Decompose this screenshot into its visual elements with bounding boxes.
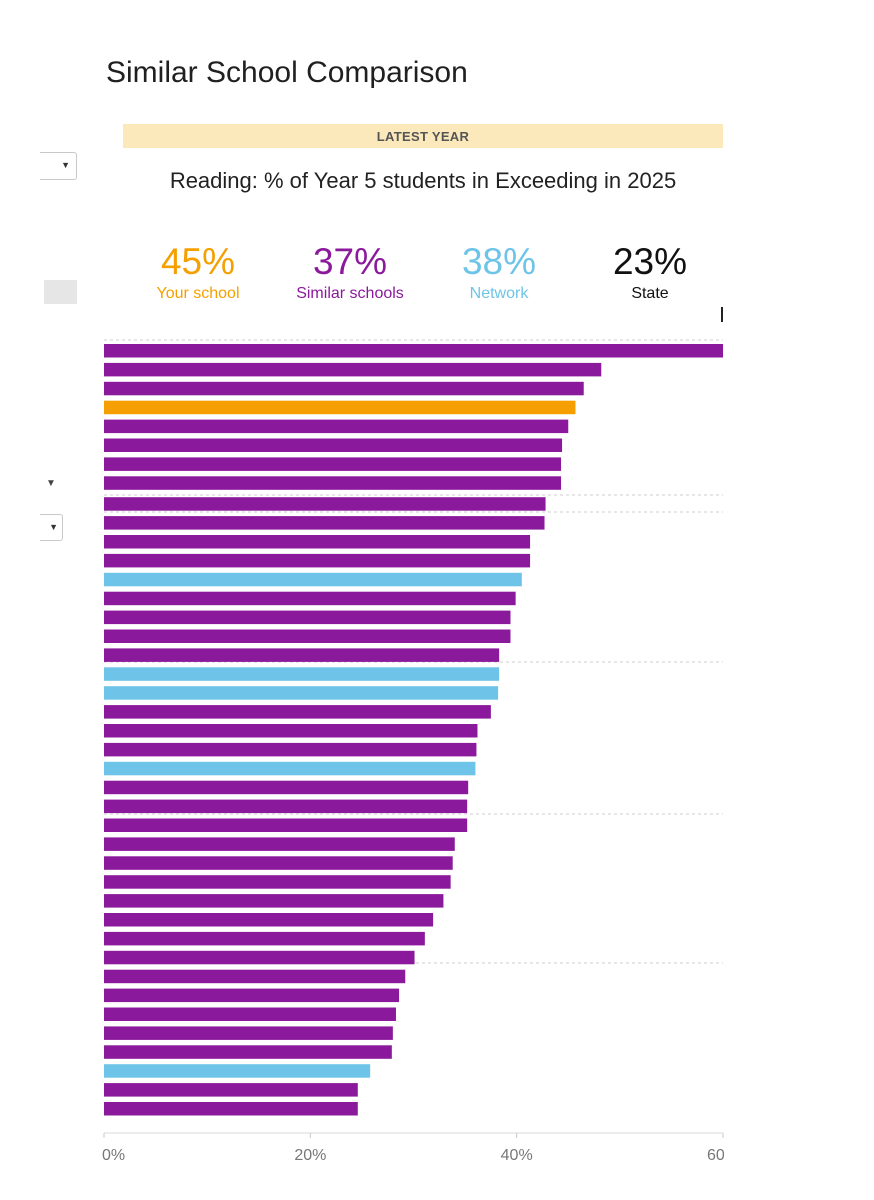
stat-label: Similar schools xyxy=(296,285,404,302)
stat-state: 23% State xyxy=(565,240,735,304)
stat-label: Network xyxy=(469,285,529,302)
bar xyxy=(104,400,576,415)
bar xyxy=(104,629,511,643)
filter-dropdown-secondary[interactable]: ▼ xyxy=(40,514,63,541)
bar xyxy=(104,1007,396,1021)
bar xyxy=(104,419,569,434)
stat-your-school: 45% Your school xyxy=(113,240,283,304)
stat-label: Your school xyxy=(156,285,240,302)
bar xyxy=(104,705,491,719)
bar xyxy=(104,780,469,795)
bar xyxy=(104,818,468,832)
x-tick-label: 40% xyxy=(501,1147,533,1164)
stat-value: 37% xyxy=(312,241,388,282)
bar xyxy=(104,686,499,700)
filter-placeholder-box[interactable] xyxy=(44,280,77,304)
bar xyxy=(104,837,455,851)
bar xyxy=(104,950,415,965)
stat-network: 38% Network xyxy=(414,240,584,304)
chevron-down-icon[interactable]: ▼ xyxy=(46,478,56,489)
x-tick-label: 20% xyxy=(294,1147,326,1164)
filter-dropdown[interactable]: ▼ xyxy=(40,152,77,180)
bar xyxy=(104,553,531,568)
bar xyxy=(104,438,563,452)
bar xyxy=(104,516,545,530)
axis-clip-mask xyxy=(724,1141,764,1171)
bar xyxy=(104,856,453,870)
stat-value: 45% xyxy=(160,241,236,282)
bar xyxy=(104,913,434,927)
bar xyxy=(104,344,723,358)
bar xyxy=(104,648,500,662)
bar xyxy=(104,610,511,625)
bar xyxy=(104,894,444,908)
bar xyxy=(104,724,478,738)
bar xyxy=(104,381,584,396)
bar xyxy=(104,761,476,776)
bar xyxy=(104,362,602,377)
bar xyxy=(104,1083,358,1097)
chevron-down-icon: ▼ xyxy=(49,522,58,532)
bar xyxy=(104,572,522,587)
bar xyxy=(104,497,546,511)
chevron-down-icon: ▼ xyxy=(61,160,70,170)
bar xyxy=(104,1102,358,1116)
bar xyxy=(104,457,562,471)
bar xyxy=(104,1064,371,1078)
stat-similar-schools: 37% Similar schools xyxy=(265,240,435,304)
bar xyxy=(104,799,468,814)
stat-label: State xyxy=(631,285,669,302)
stat-value: 23% xyxy=(612,241,688,282)
stat-value: 38% xyxy=(461,241,537,282)
bar xyxy=(104,969,406,984)
bar xyxy=(104,1045,392,1059)
x-tick-label: 0% xyxy=(102,1147,125,1164)
text-cursor xyxy=(721,307,723,322)
bar xyxy=(104,476,562,490)
bar xyxy=(104,988,400,1003)
bar xyxy=(104,742,477,757)
bar xyxy=(104,875,451,889)
bar xyxy=(104,931,425,946)
bar xyxy=(104,591,516,606)
latest-year-band: LATEST YEAR xyxy=(123,124,723,148)
page-title: Similar School Comparison xyxy=(106,56,468,89)
chart-subtitle: Reading: % of Year 5 students in Exceedi… xyxy=(169,168,677,193)
bar xyxy=(104,535,531,549)
bar xyxy=(104,1026,393,1040)
bar xyxy=(104,667,500,681)
